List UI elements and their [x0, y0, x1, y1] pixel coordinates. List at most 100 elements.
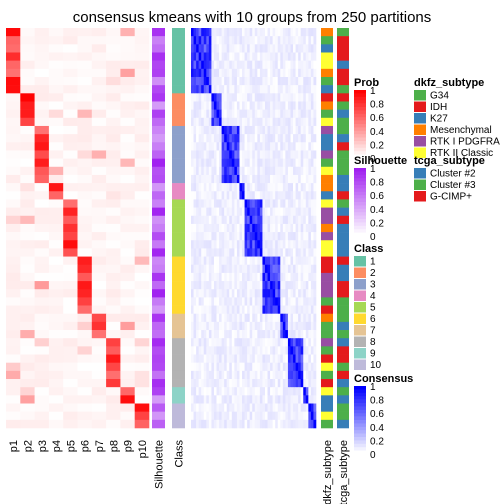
dkfz-cell: [321, 207, 333, 217]
consensus-cell: [295, 85, 299, 94]
tcga-swatch: [414, 179, 426, 190]
prob-cell: [6, 109, 21, 119]
class-cell: [172, 354, 185, 363]
consensus-cell: [249, 330, 253, 339]
consensus-cell: [277, 256, 281, 266]
prob-cell: [91, 76, 107, 86]
consensus-cell: [285, 281, 289, 290]
consensus-cell: [198, 411, 202, 421]
consensus-cell: [211, 264, 215, 274]
consensus-cell: [308, 240, 312, 249]
consensus-cell: [254, 125, 258, 135]
class-cell: [172, 134, 185, 143]
prob-cell: [34, 256, 50, 266]
consensus-cell: [226, 125, 230, 135]
consensus-cell: [221, 60, 225, 70]
consensus-cell: [300, 289, 304, 298]
prob-gradient: [354, 147, 366, 152]
consensus-cell: [287, 395, 291, 404]
consensus-gradient: [354, 433, 366, 438]
consensus-cell: [259, 158, 263, 168]
consensus-cell: [272, 174, 276, 184]
column-label: p7: [94, 440, 106, 452]
tcga-cell: [337, 395, 349, 404]
consensus-cell: [221, 379, 225, 388]
prob-cell: [77, 117, 93, 127]
consensus-cell: [303, 183, 307, 192]
prob-cell: [91, 387, 107, 396]
consensus-cell: [264, 117, 268, 127]
prob-cell: [34, 199, 50, 208]
consensus-cell: [249, 117, 253, 127]
silhouette-cell: [152, 272, 165, 282]
consensus-cell: [231, 272, 235, 282]
consensus-cell: [290, 370, 294, 380]
consensus-cell: [229, 281, 233, 290]
prob-cell: [134, 158, 150, 168]
consensus-cell: [196, 117, 199, 127]
prob-cell: [34, 68, 50, 78]
consensus-cell: [287, 362, 291, 372]
prob-cell: [6, 395, 21, 404]
consensus-cell: [270, 313, 273, 323]
consensus-cell: [219, 199, 222, 208]
consensus-cell: [239, 125, 243, 135]
consensus-cell: [236, 370, 240, 380]
consensus-cell: [290, 215, 294, 225]
consensus-cell: [287, 223, 291, 233]
tcga-cell: [337, 419, 349, 429]
consensus-cell: [206, 272, 210, 282]
consensus-cell: [219, 272, 222, 282]
consensus-cell: [244, 297, 248, 306]
consensus-cell: [262, 207, 266, 217]
consensus-cell: [229, 354, 233, 363]
consensus-cell: [231, 191, 235, 200]
consensus-cell: [254, 281, 258, 290]
prob-cell: [77, 215, 93, 225]
consensus-cell: [280, 240, 284, 249]
prob-cell: [77, 199, 93, 208]
consensus-cell: [272, 223, 276, 233]
class-cell: [172, 240, 185, 249]
legend-label: 4: [370, 291, 376, 302]
consensus-cell: [264, 313, 268, 323]
consensus-cell: [259, 93, 263, 102]
consensus-cell: [203, 338, 207, 347]
consensus-cell: [298, 68, 301, 78]
consensus-cell: [303, 76, 307, 86]
consensus-cell: [201, 207, 205, 217]
consensus-cell: [239, 362, 243, 372]
consensus-cell: [211, 313, 215, 323]
prob-gradient: [354, 130, 366, 135]
consensus-cell: [267, 68, 271, 78]
consensus-cell: [249, 109, 253, 119]
consensus-cell: [196, 321, 199, 331]
class-cell: [172, 264, 185, 274]
consensus-cell: [305, 134, 309, 143]
legend-label: RTK I PDGFRA: [430, 137, 500, 148]
consensus-cell: [226, 232, 230, 241]
consensus-cell: [242, 44, 245, 53]
consensus-cell: [234, 142, 238, 151]
consensus-cell: [300, 134, 304, 143]
consensus-cell: [277, 85, 281, 94]
prob-cell: [134, 313, 150, 323]
annotation-label: Silhouette: [154, 440, 166, 489]
consensus-cell: [254, 240, 258, 249]
consensus-cell: [206, 313, 210, 323]
consensus-cell: [287, 321, 291, 331]
consensus-cell: [236, 142, 240, 151]
consensus-cell: [252, 174, 256, 184]
prob-cell: [134, 272, 150, 282]
consensus-cell: [272, 338, 276, 347]
prob-cell: [20, 142, 35, 151]
consensus-cell: [310, 321, 314, 331]
consensus-cell: [239, 321, 243, 331]
consensus-cell: [198, 232, 202, 241]
consensus-cell: [259, 142, 263, 151]
consensus-cell: [242, 362, 245, 372]
consensus-cell: [211, 199, 215, 208]
consensus-cell: [262, 362, 266, 372]
consensus-cell: [191, 36, 194, 45]
consensus-cell: [270, 199, 273, 208]
